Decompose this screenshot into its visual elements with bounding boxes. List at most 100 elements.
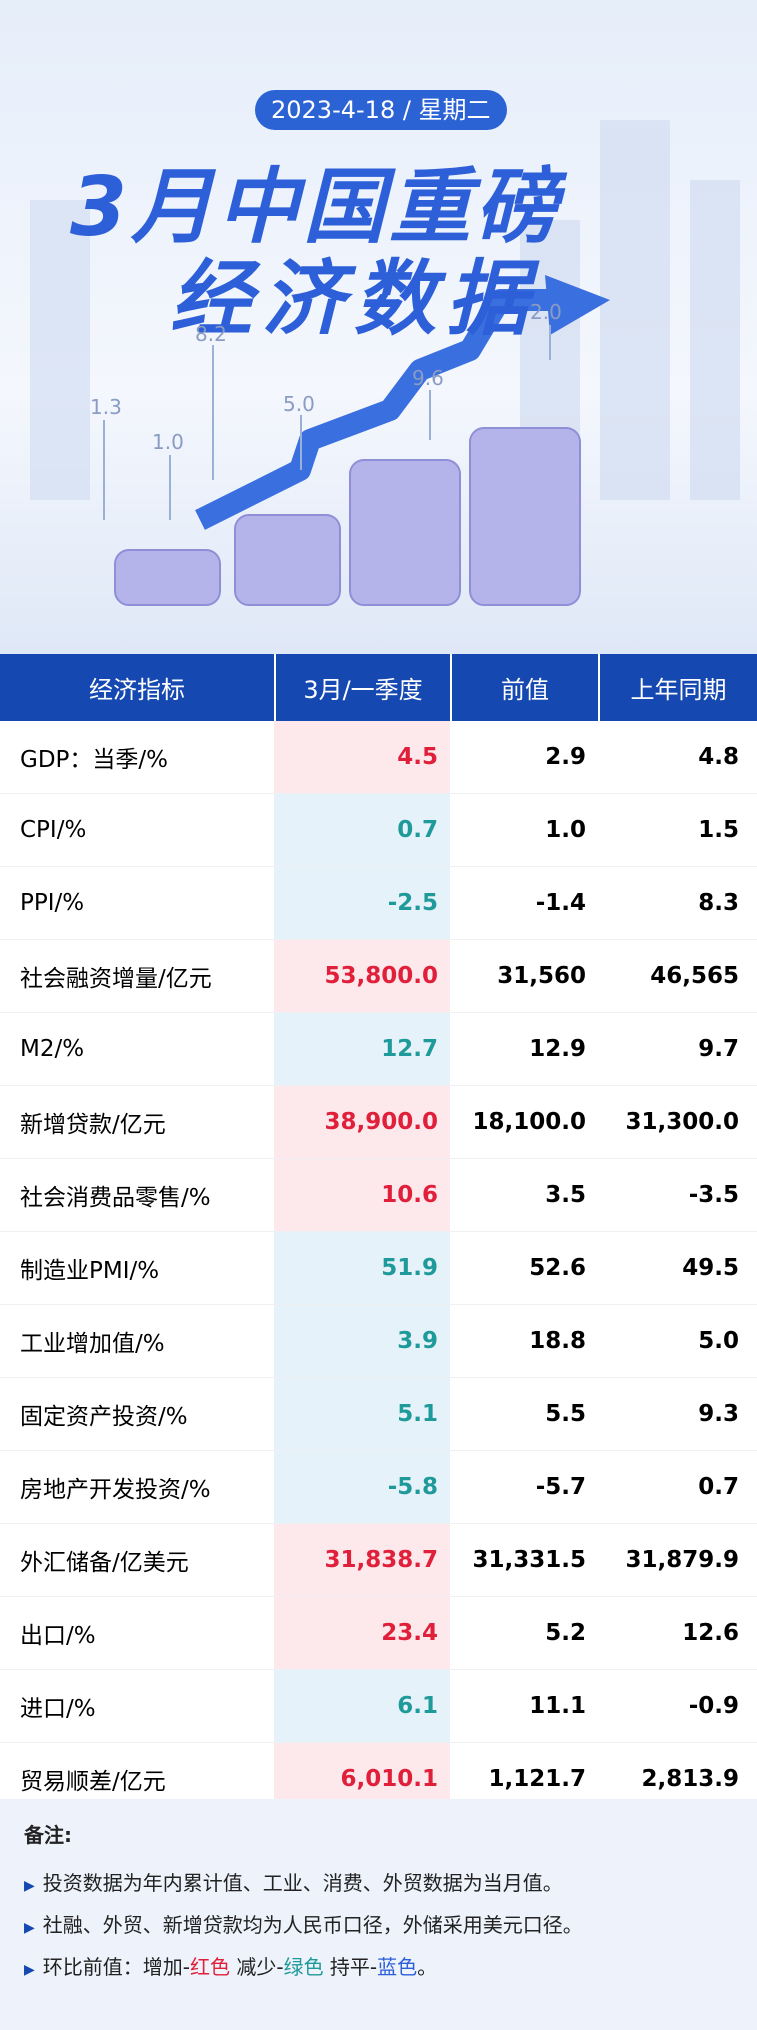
table-row: 社会融资增量/亿元 53,800.0 31,560 46,565 (0, 940, 757, 1013)
indicator: 进口/% (20, 1696, 96, 1722)
note-text: 。 (417, 1955, 438, 1979)
column-header: 前值 (450, 654, 598, 721)
value-cell: 23.4 (274, 1597, 450, 1669)
value-cell: 1.0 (545, 817, 586, 843)
table-row: 房地产开发投资/% -5.8 -5.7 0.7 (0, 1451, 757, 1524)
banner: 2023-4-18 / 星期二 3月中国重磅 经济数据 1.3 1.0 8.2 5.0… (0, 0, 757, 654)
value-cell: 5.2 (545, 1620, 586, 1646)
note-text: 环比前值：增加- (42, 1955, 190, 1979)
note-text: 投资数据为年内累计值、工业、消费、外贸数据为当月值。 (42, 1871, 563, 1895)
indicator: 社会消费品零售/% (20, 1185, 211, 1211)
chart-label: 8.2 (195, 322, 227, 346)
note: ▶ 社融、外贸、新增贷款均为人民币口径，外储采用美元口径。 (24, 1913, 583, 1937)
note-blue: 蓝色 (377, 1955, 418, 1979)
indicator: PPI/% (20, 890, 85, 916)
notes-title: 备注: (24, 1823, 72, 1847)
column-header: 经济指标 (89, 676, 185, 704)
value-cell: 9.3 (698, 1401, 739, 1427)
value-cell: 49.5 (682, 1255, 739, 1281)
value-cell: -5.7 (535, 1474, 586, 1500)
note-red: 红色 (190, 1955, 230, 1979)
chart-label: 2.0 (530, 300, 562, 324)
indicator: M2/% (20, 1036, 85, 1062)
banner-art (30, 120, 740, 606)
value-cell: 52.6 (529, 1255, 586, 1281)
note: ▶ 环比前值：增加-红色 减少-绿色 持平-蓝色。 (24, 1955, 438, 1979)
value-cell: 6.1 (274, 1670, 450, 1742)
indicator: 贸易顺差/亿元 (20, 1769, 166, 1795)
value-cell: -0.9 (688, 1693, 739, 1719)
value-cell: 31,300.0 (625, 1109, 740, 1135)
chart-label: 1.0 (152, 430, 184, 454)
table-row: M2/% 12.7 12.9 9.7 (0, 1013, 757, 1086)
table-row: 固定资产投资/% 5.1 5.5 9.3 (0, 1378, 757, 1451)
column-header: 上年同期 (598, 654, 757, 721)
indicator: 工业增加值/% (20, 1331, 165, 1357)
value-cell: 1,121.7 (488, 1766, 587, 1792)
value-cell: 2,813.9 (641, 1766, 740, 1792)
value-cell: 2.9 (545, 744, 586, 770)
notes: 备注: ▶ 投资数据为年内累计值、工业、消费、外贸数据为当月值。 ▶ 社融、外贸、新… (0, 1799, 757, 2030)
table-row: 进口/% 6.1 11.1 -0.9 (0, 1670, 757, 1743)
column-header: 3月/一季度 (274, 654, 450, 721)
value-cell: 9.7 (698, 1036, 739, 1062)
value-cell: 31,331.5 (472, 1547, 587, 1573)
table-row: 社会消费品零售/% 10.6 3.5 -3.5 (0, 1159, 757, 1232)
table-header: 经济指标 3月/一季度 前值 上年同期 (0, 654, 757, 721)
value-cell: 10.6 (274, 1159, 450, 1231)
indicator: GDP：当季/% (20, 747, 169, 773)
note-text: 社融、外贸、新增贷款均为人民币口径，外储采用美元口径。 (42, 1913, 583, 1937)
date-pill: 2023-4-18 / 星期二 (255, 90, 507, 130)
table-row: 外汇储备/亿美元 31,838.7 31,331.5 31,879.9 (0, 1524, 757, 1597)
chart-label: 1.3 (90, 395, 122, 419)
value-cell: 18,100.0 (472, 1109, 587, 1135)
value-cell: 12.6 (682, 1620, 739, 1646)
value-cell: 18.8 (529, 1328, 586, 1354)
note-text: 持平- (323, 1955, 378, 1979)
value-cell: 0.7 (274, 794, 450, 866)
table-row: 制造业PMI/% 51.9 52.6 49.5 (0, 1232, 757, 1305)
value-cell: 12.7 (274, 1013, 450, 1085)
value-cell: 31,879.9 (625, 1547, 740, 1573)
value-cell: 4.8 (698, 744, 739, 770)
note-text: 减少- (230, 1955, 284, 1979)
value-cell: 8.3 (698, 890, 739, 916)
value-cell: 3.5 (545, 1182, 586, 1208)
data-table: 经济指标 3月/一季度 前值 上年同期 GDP：当季/% 4.5 2.9 4.8 CPI/% 0.… (0, 654, 757, 1816)
value-cell: -1.4 (535, 890, 586, 916)
indicator: 房地产开发投资/% (20, 1477, 211, 1503)
title-line1: 3月中国重磅 (70, 160, 562, 255)
indicator: 新增贷款/亿元 (20, 1112, 166, 1138)
value-cell: 5.5 (545, 1401, 586, 1427)
value-cell: 53,800.0 (274, 940, 450, 1012)
value-cell: 11.1 (529, 1693, 586, 1719)
value-cell: -5.8 (274, 1451, 450, 1523)
indicator: 社会融资增量/亿元 (20, 966, 212, 992)
indicator: 外汇储备/亿美元 (20, 1550, 189, 1576)
value-cell: 31,838.7 (274, 1524, 450, 1596)
value-cell: 3.9 (274, 1305, 450, 1377)
value-cell: 5.0 (698, 1328, 739, 1354)
value-cell: 31,560 (497, 963, 586, 989)
note: ▶ 投资数据为年内累计值、工业、消费、外贸数据为当月值。 (24, 1871, 563, 1895)
value-cell: 38,900.0 (274, 1086, 450, 1158)
value-cell: 4.5 (274, 721, 450, 793)
table-row: 工业增加值/% 3.9 18.8 5.0 (0, 1305, 757, 1378)
table-row: 新增贷款/亿元 38,900.0 18,100.0 31,300.0 (0, 1086, 757, 1159)
table-row: PPI/% -2.5 -1.4 8.3 (0, 867, 757, 940)
value-cell: 46,565 (650, 963, 739, 989)
value-cell: -2.5 (274, 867, 450, 939)
note-green: 绿色 (283, 1955, 324, 1979)
value-cell: 51.9 (274, 1232, 450, 1304)
value-cell: 5.1 (274, 1378, 450, 1450)
value-cell: 0.7 (698, 1474, 739, 1500)
indicator: CPI/% (20, 817, 87, 843)
value-cell: -3.5 (688, 1182, 739, 1208)
indicator: 固定资产投资/% (20, 1404, 188, 1430)
value-cell: 12.9 (529, 1036, 586, 1062)
table-row: CPI/% 0.7 1.0 1.5 (0, 794, 757, 867)
value-cell: 1.5 (698, 817, 739, 843)
title-line2: 经济数据 (170, 252, 538, 347)
indicator: 制造业PMI/% (20, 1258, 160, 1284)
